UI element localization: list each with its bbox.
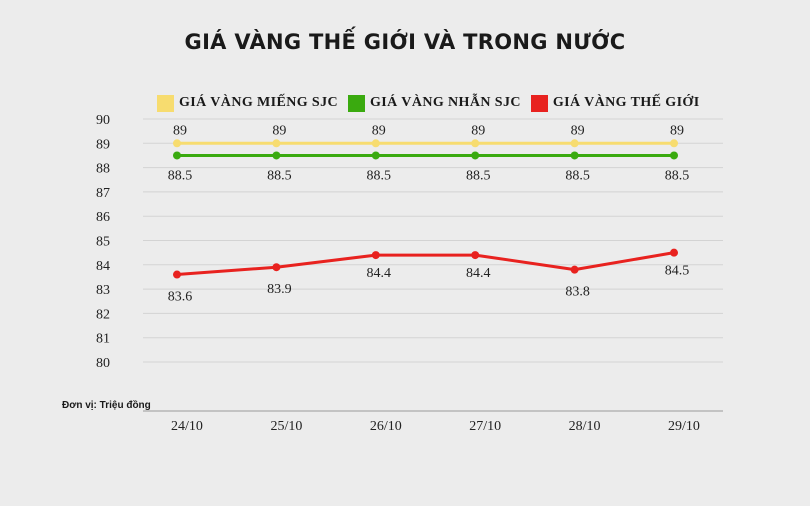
y-tick-label: 86	[96, 210, 110, 225]
x-tick-label: 26/10	[370, 419, 402, 434]
y-tick-label: 89	[96, 137, 110, 152]
data-label: 89	[272, 123, 286, 138]
data-point	[570, 265, 579, 274]
series-line-2	[176, 251, 675, 277]
legend-item-the-gioi: GIÁ VÀNG THẾ GIỚI	[530, 94, 700, 112]
data-point	[272, 139, 281, 148]
data-point	[570, 139, 579, 148]
data-label: 84.4	[466, 266, 491, 281]
chart-legend: GIÁ VÀNG MIẾNG SJC GIÁ VÀNG NHẪN SJC GIÁ…	[157, 92, 710, 114]
data-label: 89	[471, 123, 485, 138]
data-point	[471, 151, 480, 160]
data-label: 89	[173, 123, 187, 138]
data-label: 84.5	[665, 264, 690, 279]
data-label: 83.8	[565, 285, 590, 300]
data-point	[173, 151, 181, 160]
y-tick-label: 82	[96, 307, 110, 322]
y-tick-label: 80	[96, 356, 110, 371]
data-point	[371, 251, 380, 260]
data-point	[272, 263, 281, 272]
y-tick-label: 88	[96, 162, 110, 177]
data-label: 89	[571, 123, 585, 138]
data-point	[173, 139, 181, 148]
data-label: 89	[670, 123, 684, 138]
chart-title: GIÁ VÀNG THẾ GIỚI VÀ TRONG NƯỚC	[184, 30, 626, 54]
legend-label-mieng-sjc: GIÁ VÀNG MIẾNG SJC	[179, 95, 339, 110]
data-label: 88.5	[367, 168, 392, 183]
y-tick-label: 87	[96, 186, 110, 201]
legend-item-nhan-sjc: GIÁ VÀNG NHẪN SJC	[348, 94, 521, 112]
data-label: 88.5	[466, 168, 491, 183]
data-label: 88.5	[665, 168, 690, 183]
legend-swatch-mieng-sjc	[157, 94, 174, 112]
data-label: 83.9	[267, 282, 292, 297]
x-tick-label: 27/10	[469, 419, 501, 434]
data-label: 88.5	[565, 168, 590, 183]
data-point	[173, 270, 181, 279]
data-label: 88.5	[168, 168, 193, 183]
data-point	[272, 151, 281, 160]
legend-swatch-nhan-sjc	[348, 94, 366, 112]
data-label: 88.5	[267, 168, 292, 183]
x-tick-label: 24/10	[171, 419, 203, 434]
y-tick-label: 85	[96, 235, 110, 250]
legend-item-mieng-sjc: GIÁ VÀNG MIẾNG SJC	[157, 94, 339, 112]
legend-label-nhan-sjc: GIÁ VÀNG NHẪN SJC	[370, 95, 521, 110]
data-label: 83.6	[168, 290, 193, 305]
data-point	[371, 151, 380, 160]
data-point	[471, 139, 480, 148]
data-label: 84.4	[367, 266, 392, 281]
unit-note: Đơn vị: Triệu đồng	[62, 400, 151, 411]
y-tick-label: 90	[96, 113, 110, 128]
legend-swatch-the-gioi	[530, 94, 548, 112]
x-tick-label: 29/10	[668, 419, 700, 434]
y-tick-label: 81	[96, 332, 110, 347]
data-point	[570, 151, 579, 160]
data-point	[670, 248, 678, 257]
data-point	[670, 139, 678, 148]
x-tick-label: 25/10	[270, 419, 302, 434]
data-point	[471, 251, 480, 260]
y-tick-label: 84	[96, 259, 110, 274]
x-tick-label: 28/10	[569, 419, 601, 434]
y-tick-label: 83	[96, 283, 110, 298]
legend-label-the-gioi: GIÁ VÀNG THẾ GIỚI	[552, 95, 700, 110]
data-point	[371, 139, 380, 148]
data-point	[670, 151, 678, 160]
data-label: 89	[372, 123, 386, 138]
